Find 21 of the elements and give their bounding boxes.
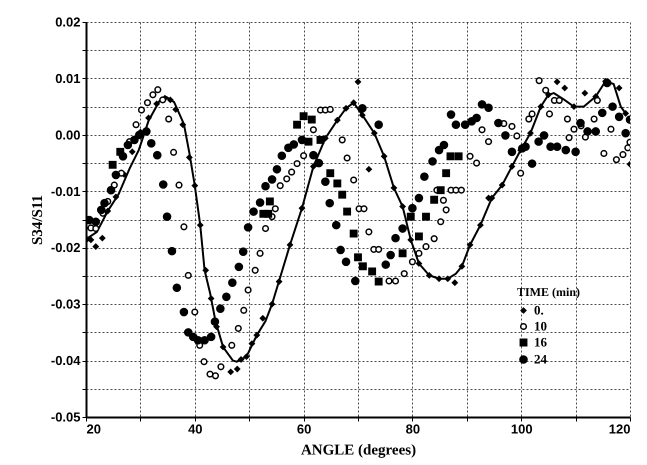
y-tick-label: 0.00 [55,127,80,142]
legend-label: 16 [534,334,548,350]
y-tick-label: -0.04 [50,353,82,368]
legend-label: 24 [534,352,548,366]
legend-title: TIME (min) [517,285,580,299]
y-tick-label: -0.02 [50,240,80,256]
x-tick-label: 80 [406,422,420,436]
y-tick-label: 0.02 [55,14,80,30]
y-tick-label: -0.05 [50,410,80,424]
y-tick-label: -0.01 [50,184,80,199]
x-tick-label: 60 [296,422,312,436]
x-tick-label: 120 [608,422,630,436]
x-tick-label: 40 [188,422,203,436]
x-tick-label: 20 [86,422,101,436]
y-tick-label: -0.03 [50,296,80,312]
y-axis-title: S34/S11 [30,194,46,246]
y-tick-label: 0.01 [55,70,80,86]
legend-label: 10 [534,318,547,334]
x-tick-label: 100 [510,422,533,436]
x-axis-title: ANGLE (degrees) [300,442,416,458]
legend-label: 0. [534,302,544,318]
